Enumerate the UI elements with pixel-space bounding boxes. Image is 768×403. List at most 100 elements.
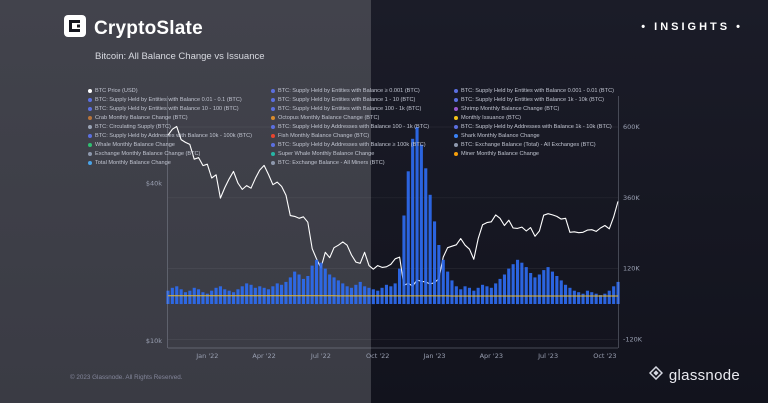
legend-item[interactable]: Exchange Monthly Balance Change (BTC) [88, 149, 271, 158]
glassnode-logo[interactable]: glassnode [648, 365, 740, 385]
legend-label: BTC: Supply Held by Entities with Balanc… [461, 87, 614, 94]
glassnode-diamond-icon [648, 365, 663, 385]
legend-dot-icon [88, 142, 92, 147]
legend-dot-icon [88, 115, 92, 120]
legend-label: Total Monthly Balance Change [95, 159, 171, 166]
legend-label: Octopus Monthly Balance Change (BTC) [278, 114, 380, 121]
legend-item[interactable]: BTC: Supply Held by Entities with Balanc… [271, 104, 454, 113]
chart-legend: BTC Price (USD) BTC: Supply Held by Entit… [88, 86, 637, 167]
legend-dot-icon [88, 124, 92, 129]
legend-label: Exchange Monthly Balance Change (BTC) [95, 150, 201, 157]
legend-label: BTC: Supply Held by Entities with Balanc… [461, 96, 605, 103]
legend-label: BTC: Exchange Balance (Total) - All Exch… [461, 141, 596, 148]
legend-dot-icon [88, 160, 92, 165]
axis-label: $10k [146, 337, 162, 345]
legend-item[interactable]: BTC: Supply Held by Addresses with Balan… [454, 122, 637, 131]
legend-item[interactable]: BTC: Supply Held by Addresses with Balan… [271, 140, 454, 149]
legend-item[interactable]: BTC: Supply Held by Addresses with Balan… [271, 122, 454, 131]
legend-dot-icon [454, 115, 458, 120]
axis-label: Oct '23 [593, 352, 616, 360]
legend-label: BTC: Supply Held by Addresses with Balan… [95, 132, 253, 139]
legend-label: Fish Monthly Balance Change (BTC) [278, 132, 370, 139]
legend-label: Crab Monthly Balance Change (BTC) [95, 114, 188, 121]
legend-item[interactable]: Crab Monthly Balance Change (BTC) [88, 113, 271, 122]
legend-item[interactable]: BTC: Supply Held by Entities with Balanc… [454, 86, 637, 95]
legend-label: BTC: Supply Held by Addresses with Balan… [461, 123, 612, 130]
legend-label: BTC: Supply Held by Entities with Balanc… [278, 105, 422, 112]
legend-dot-icon [271, 88, 275, 93]
legend-label: Shrimp Monthly Balance Change (BTC) [461, 105, 560, 112]
legend-dot-icon [454, 88, 458, 93]
axis-label: -120K [623, 335, 643, 343]
legend-item[interactable]: Super Whale Monthly Balance Change [271, 149, 454, 158]
legend-dot-icon [454, 133, 458, 138]
copyright: © 2023 Glassnode. All Rights Reserved. [70, 374, 183, 381]
brand-row: CryptoSlate [64, 15, 203, 42]
legend-item[interactable]: BTC Price (USD) [88, 86, 271, 95]
legend-label: BTC: Supply Held by Entities with Balanc… [95, 105, 239, 112]
legend-item[interactable]: Shark Monthly Balance Change [454, 131, 637, 140]
axis-label: Jan '23 [422, 352, 445, 360]
legend-item[interactable]: BTC: Supply Held by Entities with Balanc… [454, 95, 637, 104]
legend-label: BTC: Supply Held by Entities with Balanc… [278, 87, 420, 94]
legend-dot-icon [454, 151, 458, 156]
legend-dot-icon [271, 97, 275, 102]
legend-dot-icon [88, 106, 92, 111]
legend-dot-icon [454, 124, 458, 129]
legend-dot-icon [454, 142, 458, 147]
axis-label: Oct '22 [366, 352, 389, 360]
legend-dot-icon [271, 160, 275, 165]
legend-dot-icon [454, 106, 458, 111]
legend-dot-icon [271, 106, 275, 111]
legend-item[interactable]: Fish Monthly Balance Change (BTC) [271, 131, 454, 140]
legend-item[interactable]: Total Monthly Balance Change [88, 158, 271, 167]
legend-label: Super Whale Monthly Balance Change [278, 150, 375, 157]
legend-item[interactable]: BTC: Supply Held by Entities with Balanc… [271, 86, 454, 95]
axis-label: 120K [623, 265, 640, 273]
legend-item[interactable]: Shrimp Monthly Balance Change (BTC) [454, 104, 637, 113]
legend-item[interactable]: BTC: Circulating Supply (BTC) [88, 122, 271, 131]
axis-label: 360K [623, 194, 640, 202]
glassnode-wordmark: glassnode [668, 367, 740, 384]
chart-title: Bitcoin: All Balance Change vs Issuance [95, 51, 265, 62]
legend-dot-icon [454, 97, 458, 102]
background-left-panel [0, 0, 371, 403]
legend-dot-icon [88, 97, 92, 102]
legend-item[interactable]: BTC: Exchange Balance - All Miners (BTC) [271, 158, 454, 167]
legend-item[interactable]: BTC: Exchange Balance (Total) - All Exch… [454, 140, 637, 149]
cryptoslate-logo-icon[interactable] [64, 15, 86, 42]
legend-item[interactable]: BTC: Supply Held by Addresses with Balan… [88, 131, 271, 140]
legend-item[interactable]: Octopus Monthly Balance Change (BTC) [271, 113, 454, 122]
legend-label: BTC: Supply Held by Entities with Balanc… [278, 96, 416, 103]
axis-label: 600K [623, 123, 640, 131]
legend-item[interactable]: Monthly Issuance (BTC) [454, 113, 637, 122]
legend-label: BTC Price (USD) [95, 87, 138, 94]
legend-column: BTC Price (USD) BTC: Supply Held by Entit… [88, 86, 271, 167]
legend-item[interactable]: BTC: Supply Held by Entities with Balanc… [271, 95, 454, 104]
legend-dot-icon [88, 151, 92, 156]
legend-item[interactable]: BTC: Supply Held by Entities with Balanc… [88, 104, 271, 113]
legend-label: Whale Monthly Balance Change [95, 141, 175, 148]
legend-dot-icon [88, 88, 92, 93]
legend-dot-icon [271, 151, 275, 156]
legend-item[interactable]: Miner Monthly Balance Change [454, 149, 637, 158]
legend-label: BTC: Supply Held by Addresses with Balan… [278, 141, 426, 148]
legend-dot-icon [88, 133, 92, 138]
legend-label: Miner Monthly Balance Change [461, 150, 540, 157]
insights-badge: • INSIGHTS • [641, 21, 743, 33]
axes [167, 96, 619, 349]
legend-label: BTC: Supply Held by Addresses with Balan… [278, 123, 430, 130]
legend-label: Shark Monthly Balance Change [461, 132, 540, 139]
legend-label: BTC: Circulating Supply (BTC) [95, 123, 171, 130]
legend-label: Monthly Issuance (BTC) [461, 114, 521, 121]
legend-item[interactable]: BTC: Supply Held by Entities with Balanc… [88, 95, 271, 104]
gridlines [168, 126, 618, 340]
axis-label: $40k [146, 179, 162, 187]
axis-label: Apr '22 [252, 352, 275, 360]
legend-dot-icon [271, 115, 275, 120]
legend-dot-icon [271, 124, 275, 129]
legend-item[interactable]: Whale Monthly Balance Change [88, 140, 271, 149]
legend-column: BTC: Supply Held by Entities with Balanc… [454, 86, 637, 167]
